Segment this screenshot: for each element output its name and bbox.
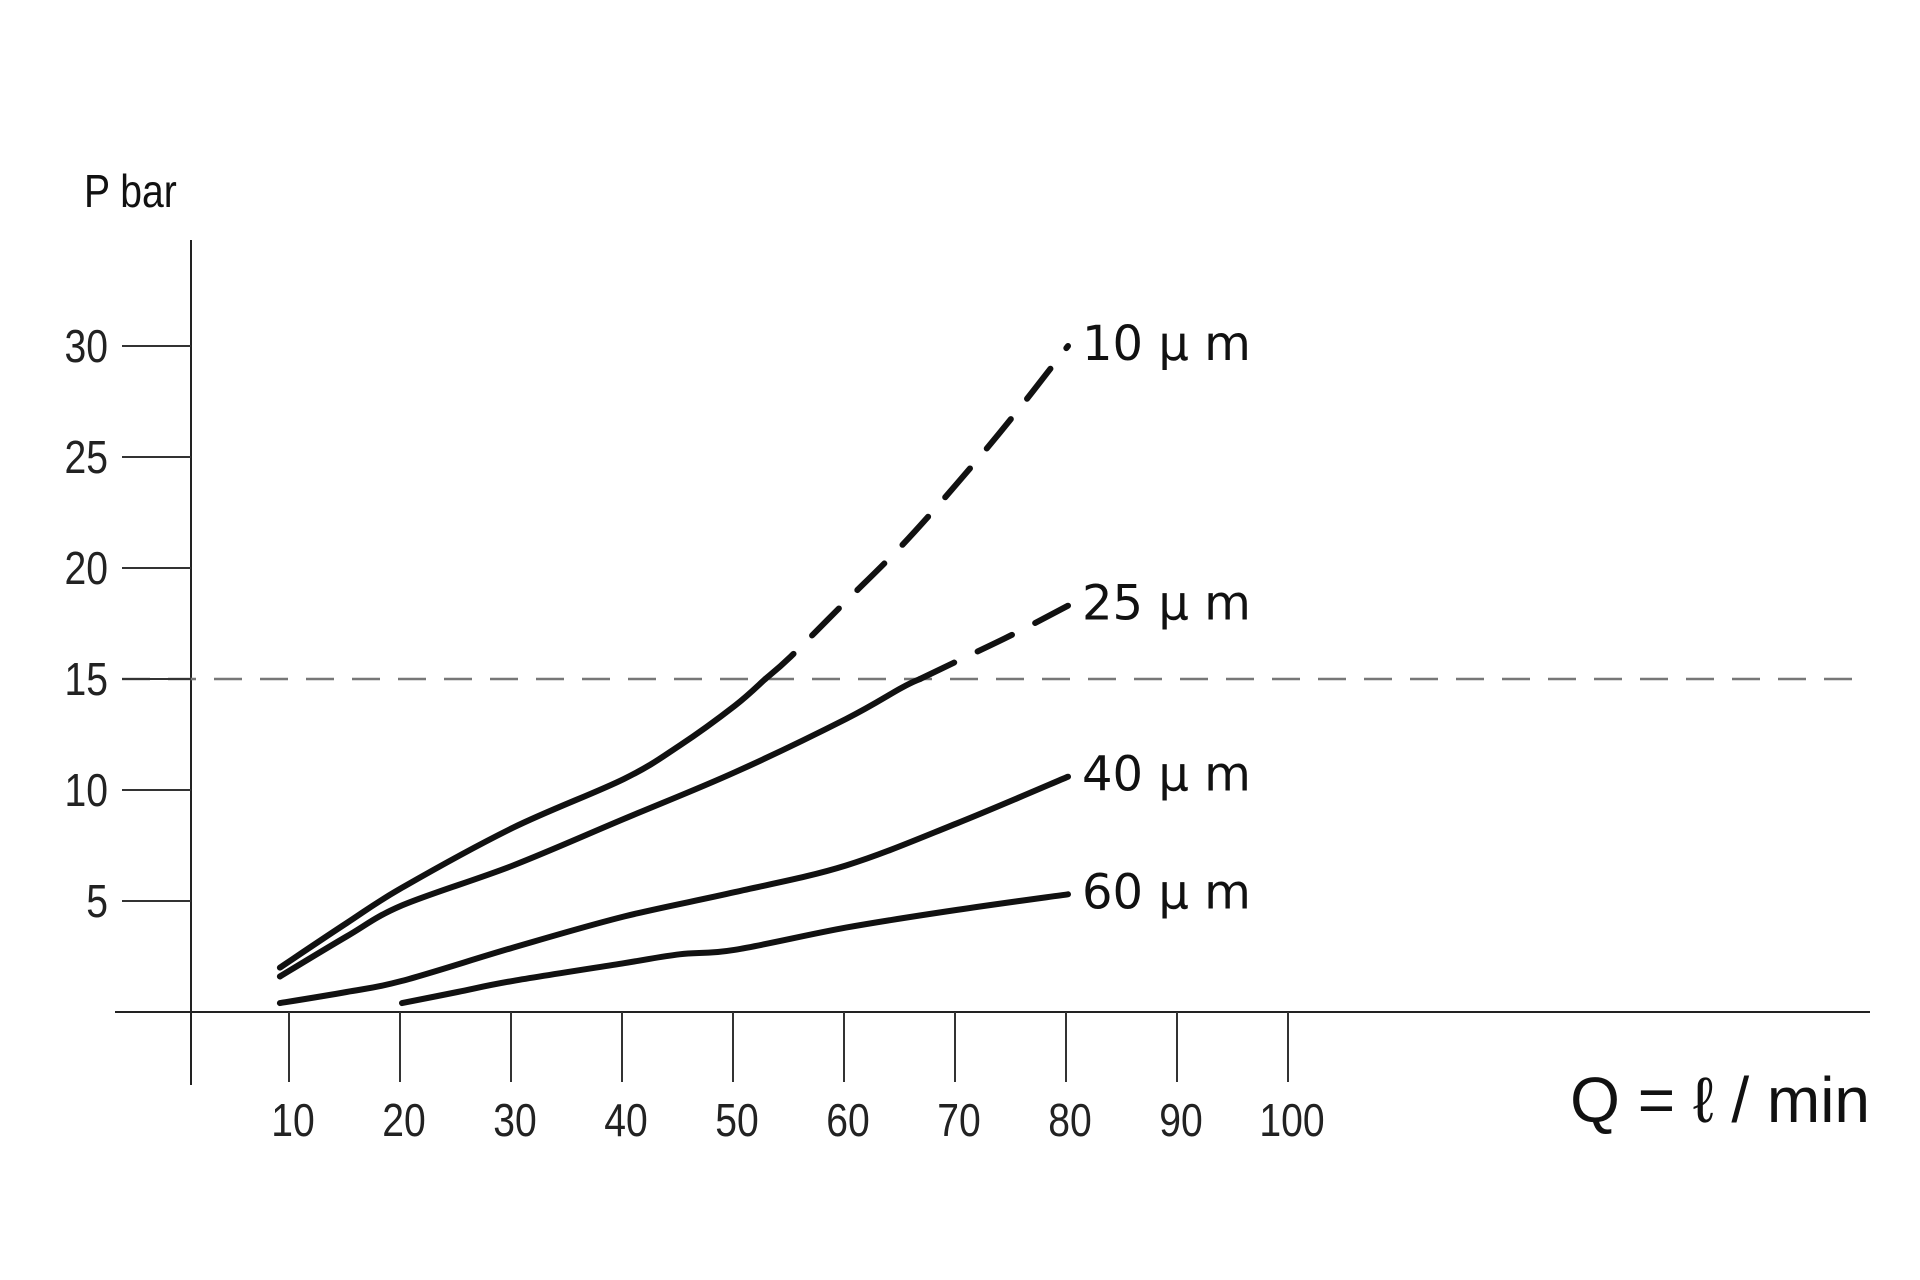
x-tick-label-50: 50 xyxy=(715,1095,758,1147)
x-tick-label-60: 60 xyxy=(826,1095,869,1147)
series-label-10um: 10 µ m xyxy=(1082,316,1251,372)
y-tick-label-25: 25 xyxy=(65,432,108,484)
series-labels: 10 µ m 25 µ m 40 µ m 60 µ m xyxy=(1082,316,1251,920)
x-tick-label-90: 90 xyxy=(1159,1095,1202,1147)
axes xyxy=(115,240,1870,1085)
series-label-25um: 25 µ m xyxy=(1082,576,1251,632)
y-tick-label-30: 30 xyxy=(65,321,108,373)
y-tick-label-10: 10 xyxy=(65,765,108,817)
x-tick-label-30: 30 xyxy=(493,1095,536,1147)
x-tick-label-40: 40 xyxy=(604,1095,647,1147)
series-line-dashed-10um xyxy=(762,343,1071,682)
x-tick-label-80: 80 xyxy=(1048,1095,1091,1147)
series-label-60um: 60 µ m xyxy=(1082,864,1251,920)
x-tick-label-100: 100 xyxy=(1259,1095,1324,1147)
x-ticks: 10 20 30 40 50 60 70 80 90 100 xyxy=(271,1012,1325,1147)
series-label-40um: 40 µ m xyxy=(1082,747,1251,803)
series-group xyxy=(276,343,1071,1007)
y-tick-label-5: 5 xyxy=(86,876,108,928)
x-tick-label-70: 70 xyxy=(937,1095,980,1147)
series-line-dashed-25um xyxy=(917,602,1071,682)
series-line-40um xyxy=(276,773,1071,1007)
y-tick-label-20: 20 xyxy=(65,543,108,595)
series-line-25um xyxy=(276,676,923,980)
x-axis-title: Q = ℓ / min xyxy=(1570,1064,1870,1136)
series-line-60um xyxy=(399,891,1071,1007)
x-tick-label-10: 10 xyxy=(271,1095,314,1147)
y-axis-title: P bar xyxy=(84,166,177,218)
y-tick-label-15: 15 xyxy=(65,654,108,706)
x-tick-label-20: 20 xyxy=(382,1095,425,1147)
series-line-10um xyxy=(276,676,769,971)
y-ticks: 5 10 15 20 25 30 xyxy=(65,321,191,928)
